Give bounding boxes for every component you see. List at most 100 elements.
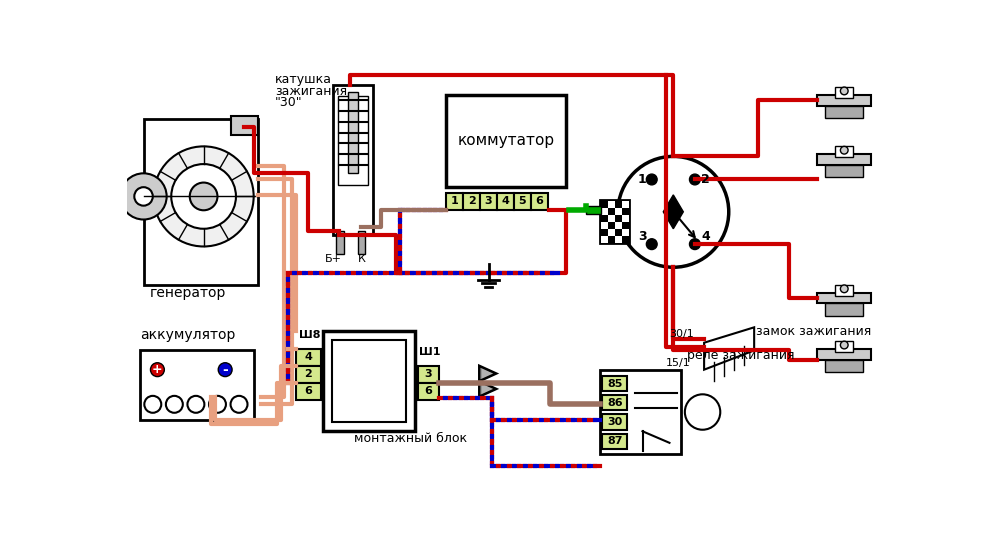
Bar: [418, 366, 439, 383]
Bar: [817, 349, 871, 360]
Bar: [835, 285, 854, 296]
Text: 1: 1: [451, 196, 459, 206]
Bar: [349, 92, 357, 173]
Text: 2: 2: [305, 369, 312, 379]
Text: 87: 87: [607, 436, 623, 446]
Circle shape: [685, 394, 720, 430]
Text: катушка: катушка: [275, 73, 333, 86]
Bar: [296, 349, 321, 366]
Text: генератор: генератор: [150, 286, 226, 300]
Bar: [817, 293, 871, 304]
Text: -: -: [222, 363, 228, 377]
Bar: [603, 434, 628, 449]
Text: реле зажигания: реле зажигания: [687, 349, 794, 362]
Bar: [600, 370, 681, 454]
Bar: [601, 236, 608, 242]
Bar: [603, 414, 628, 430]
Text: замок зажигания: замок зажигания: [757, 325, 872, 338]
Polygon shape: [481, 382, 496, 396]
Circle shape: [646, 239, 657, 250]
Bar: [418, 383, 439, 400]
Text: 30/1: 30/1: [669, 329, 694, 339]
Text: 3: 3: [425, 369, 432, 379]
Text: 4: 4: [501, 196, 509, 206]
Bar: [608, 208, 615, 215]
Bar: [835, 341, 854, 352]
Text: 2: 2: [701, 173, 710, 186]
Circle shape: [120, 173, 167, 219]
Text: зажигания: зажигания: [275, 85, 348, 98]
Bar: [817, 95, 871, 105]
Bar: [463, 193, 480, 210]
Bar: [835, 87, 854, 98]
Bar: [615, 208, 622, 215]
Bar: [825, 105, 864, 118]
Text: Б+: Б+: [326, 254, 343, 264]
Circle shape: [154, 146, 253, 246]
Bar: [230, 116, 257, 135]
Bar: [608, 201, 615, 208]
Bar: [608, 236, 615, 242]
Bar: [586, 206, 601, 214]
Bar: [601, 229, 608, 236]
Bar: [333, 85, 373, 235]
Text: 2: 2: [468, 196, 476, 206]
Text: 6: 6: [535, 196, 543, 206]
Bar: [615, 222, 622, 229]
Circle shape: [840, 341, 848, 349]
Circle shape: [840, 87, 848, 95]
Bar: [323, 331, 415, 431]
Text: +: +: [152, 363, 163, 376]
Text: "30": "30": [275, 96, 303, 109]
Bar: [531, 193, 548, 210]
Bar: [446, 193, 463, 210]
Polygon shape: [704, 327, 754, 370]
Bar: [817, 154, 871, 165]
Bar: [622, 215, 629, 222]
Bar: [615, 229, 622, 236]
Circle shape: [190, 182, 217, 210]
Bar: [336, 231, 344, 254]
Bar: [480, 193, 496, 210]
Text: 6: 6: [425, 386, 432, 396]
Bar: [825, 304, 864, 316]
Bar: [357, 231, 365, 254]
Bar: [825, 165, 864, 177]
Text: 3: 3: [638, 229, 646, 242]
Bar: [608, 229, 615, 236]
Text: Ш8: Ш8: [299, 330, 321, 340]
Text: аккумулятор: аккумулятор: [140, 328, 236, 342]
Bar: [446, 95, 565, 187]
Bar: [603, 395, 628, 411]
Circle shape: [151, 363, 164, 377]
Circle shape: [218, 363, 232, 377]
Text: 86: 86: [607, 398, 623, 408]
Bar: [825, 360, 864, 372]
Polygon shape: [663, 195, 683, 229]
Text: 3: 3: [485, 196, 493, 206]
Bar: [603, 376, 628, 391]
Circle shape: [840, 146, 848, 154]
Bar: [622, 236, 629, 242]
Bar: [338, 96, 368, 185]
Bar: [601, 201, 608, 208]
Bar: [622, 201, 629, 208]
Bar: [615, 236, 622, 242]
Bar: [622, 208, 629, 215]
Text: 30: 30: [607, 417, 623, 427]
Text: Ш1: Ш1: [419, 347, 441, 357]
Text: 4: 4: [701, 229, 710, 242]
Text: коммутатор: коммутатор: [457, 133, 554, 149]
Text: 1: 1: [638, 173, 646, 186]
Bar: [615, 201, 622, 208]
Circle shape: [689, 239, 700, 250]
Bar: [496, 193, 514, 210]
Circle shape: [646, 174, 657, 185]
Circle shape: [689, 174, 700, 185]
Bar: [333, 340, 406, 422]
Circle shape: [840, 285, 848, 293]
Bar: [514, 193, 531, 210]
Bar: [615, 215, 622, 222]
Text: 85: 85: [607, 378, 623, 389]
Bar: [601, 222, 608, 229]
